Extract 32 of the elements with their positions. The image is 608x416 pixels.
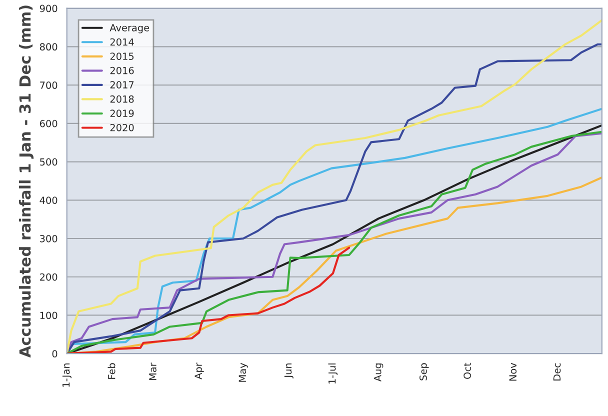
y-tick-label: 500 bbox=[40, 158, 58, 166]
y-tick-label: 100 bbox=[40, 312, 58, 320]
x-tick-label: Mar bbox=[149, 362, 156, 380]
y-tick-label: 800 bbox=[40, 43, 58, 51]
legend-label: 2018 bbox=[110, 95, 134, 103]
line-series bbox=[66, 246, 350, 354]
legend-label: 2019 bbox=[110, 110, 134, 118]
legend-label: 2020 bbox=[110, 124, 134, 132]
y-tick-label: 900 bbox=[40, 4, 58, 12]
y-tick-label: 200 bbox=[40, 273, 58, 281]
x-tick-label: Oct bbox=[464, 362, 471, 379]
x-tick-label: Nov bbox=[509, 362, 517, 381]
y-axis-title: Accumulated rainfall 1 Jan - 31 Dec (mm) bbox=[18, 6, 34, 358]
x-tick-label: Dec bbox=[553, 363, 561, 380]
legend-label: Average bbox=[110, 24, 150, 34]
legend-label: 2017 bbox=[110, 81, 134, 88]
legend-label: 2015 bbox=[110, 52, 134, 60]
x-tick-label: Feb bbox=[108, 363, 116, 379]
x-tick-label: Aug bbox=[374, 364, 384, 382]
x-tick-label: 1-Jan bbox=[62, 363, 72, 387]
y-tick-label: 600 bbox=[40, 120, 58, 128]
x-tick-label: Sep bbox=[420, 363, 429, 380]
legend-label: 2014 bbox=[110, 38, 134, 46]
x-tick-label: May bbox=[238, 362, 248, 382]
x-tick-label: Jun bbox=[284, 363, 294, 378]
legend-label: 2016 bbox=[110, 66, 134, 74]
x-tick-label: 1-Jul bbox=[328, 364, 338, 384]
x-tick-label: Apr bbox=[194, 362, 204, 380]
y-tick-label: 400 bbox=[40, 196, 58, 204]
y-tick-label: 0 bbox=[52, 350, 58, 358]
y-tick-label: 700 bbox=[40, 82, 58, 89]
y-tick-label: 300 bbox=[40, 234, 58, 242]
